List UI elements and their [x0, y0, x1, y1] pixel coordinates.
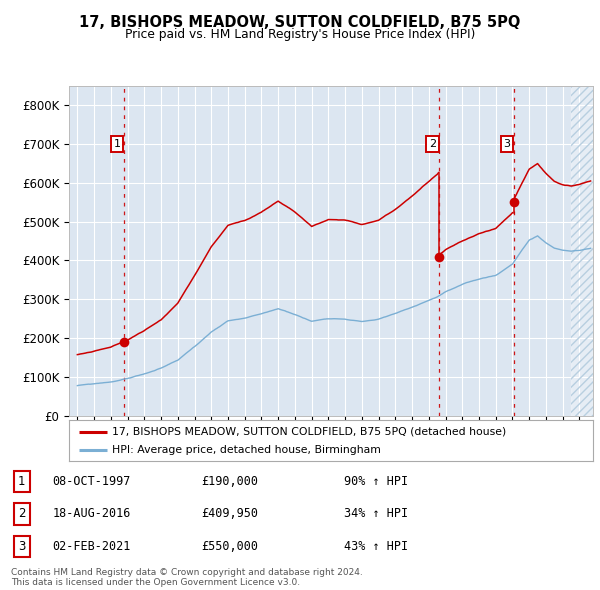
Text: 1: 1 — [18, 475, 26, 488]
Text: 17, BISHOPS MEADOW, SUTTON COLDFIELD, B75 5PQ (detached house): 17, BISHOPS MEADOW, SUTTON COLDFIELD, B7… — [112, 427, 506, 437]
Text: £409,950: £409,950 — [201, 507, 258, 520]
Text: 3: 3 — [18, 540, 25, 553]
Text: 2: 2 — [429, 139, 436, 149]
Text: Price paid vs. HM Land Registry's House Price Index (HPI): Price paid vs. HM Land Registry's House … — [125, 28, 475, 41]
Text: 02-FEB-2021: 02-FEB-2021 — [53, 540, 131, 553]
Text: Contains HM Land Registry data © Crown copyright and database right 2024.
This d: Contains HM Land Registry data © Crown c… — [11, 568, 362, 587]
Text: 17, BISHOPS MEADOW, SUTTON COLDFIELD, B75 5PQ: 17, BISHOPS MEADOW, SUTTON COLDFIELD, B7… — [79, 15, 521, 30]
Bar — [571, 86, 593, 416]
Text: £550,000: £550,000 — [201, 540, 258, 553]
Text: 34% ↑ HPI: 34% ↑ HPI — [344, 507, 408, 520]
Text: 2: 2 — [18, 507, 26, 520]
Text: £190,000: £190,000 — [201, 475, 258, 488]
Text: HPI: Average price, detached house, Birmingham: HPI: Average price, detached house, Birm… — [112, 445, 381, 455]
Text: 18-AUG-2016: 18-AUG-2016 — [53, 507, 131, 520]
Text: 1: 1 — [113, 139, 121, 149]
Text: 08-OCT-1997: 08-OCT-1997 — [53, 475, 131, 488]
Text: 90% ↑ HPI: 90% ↑ HPI — [344, 475, 408, 488]
Text: 3: 3 — [503, 139, 511, 149]
Text: 43% ↑ HPI: 43% ↑ HPI — [344, 540, 408, 553]
